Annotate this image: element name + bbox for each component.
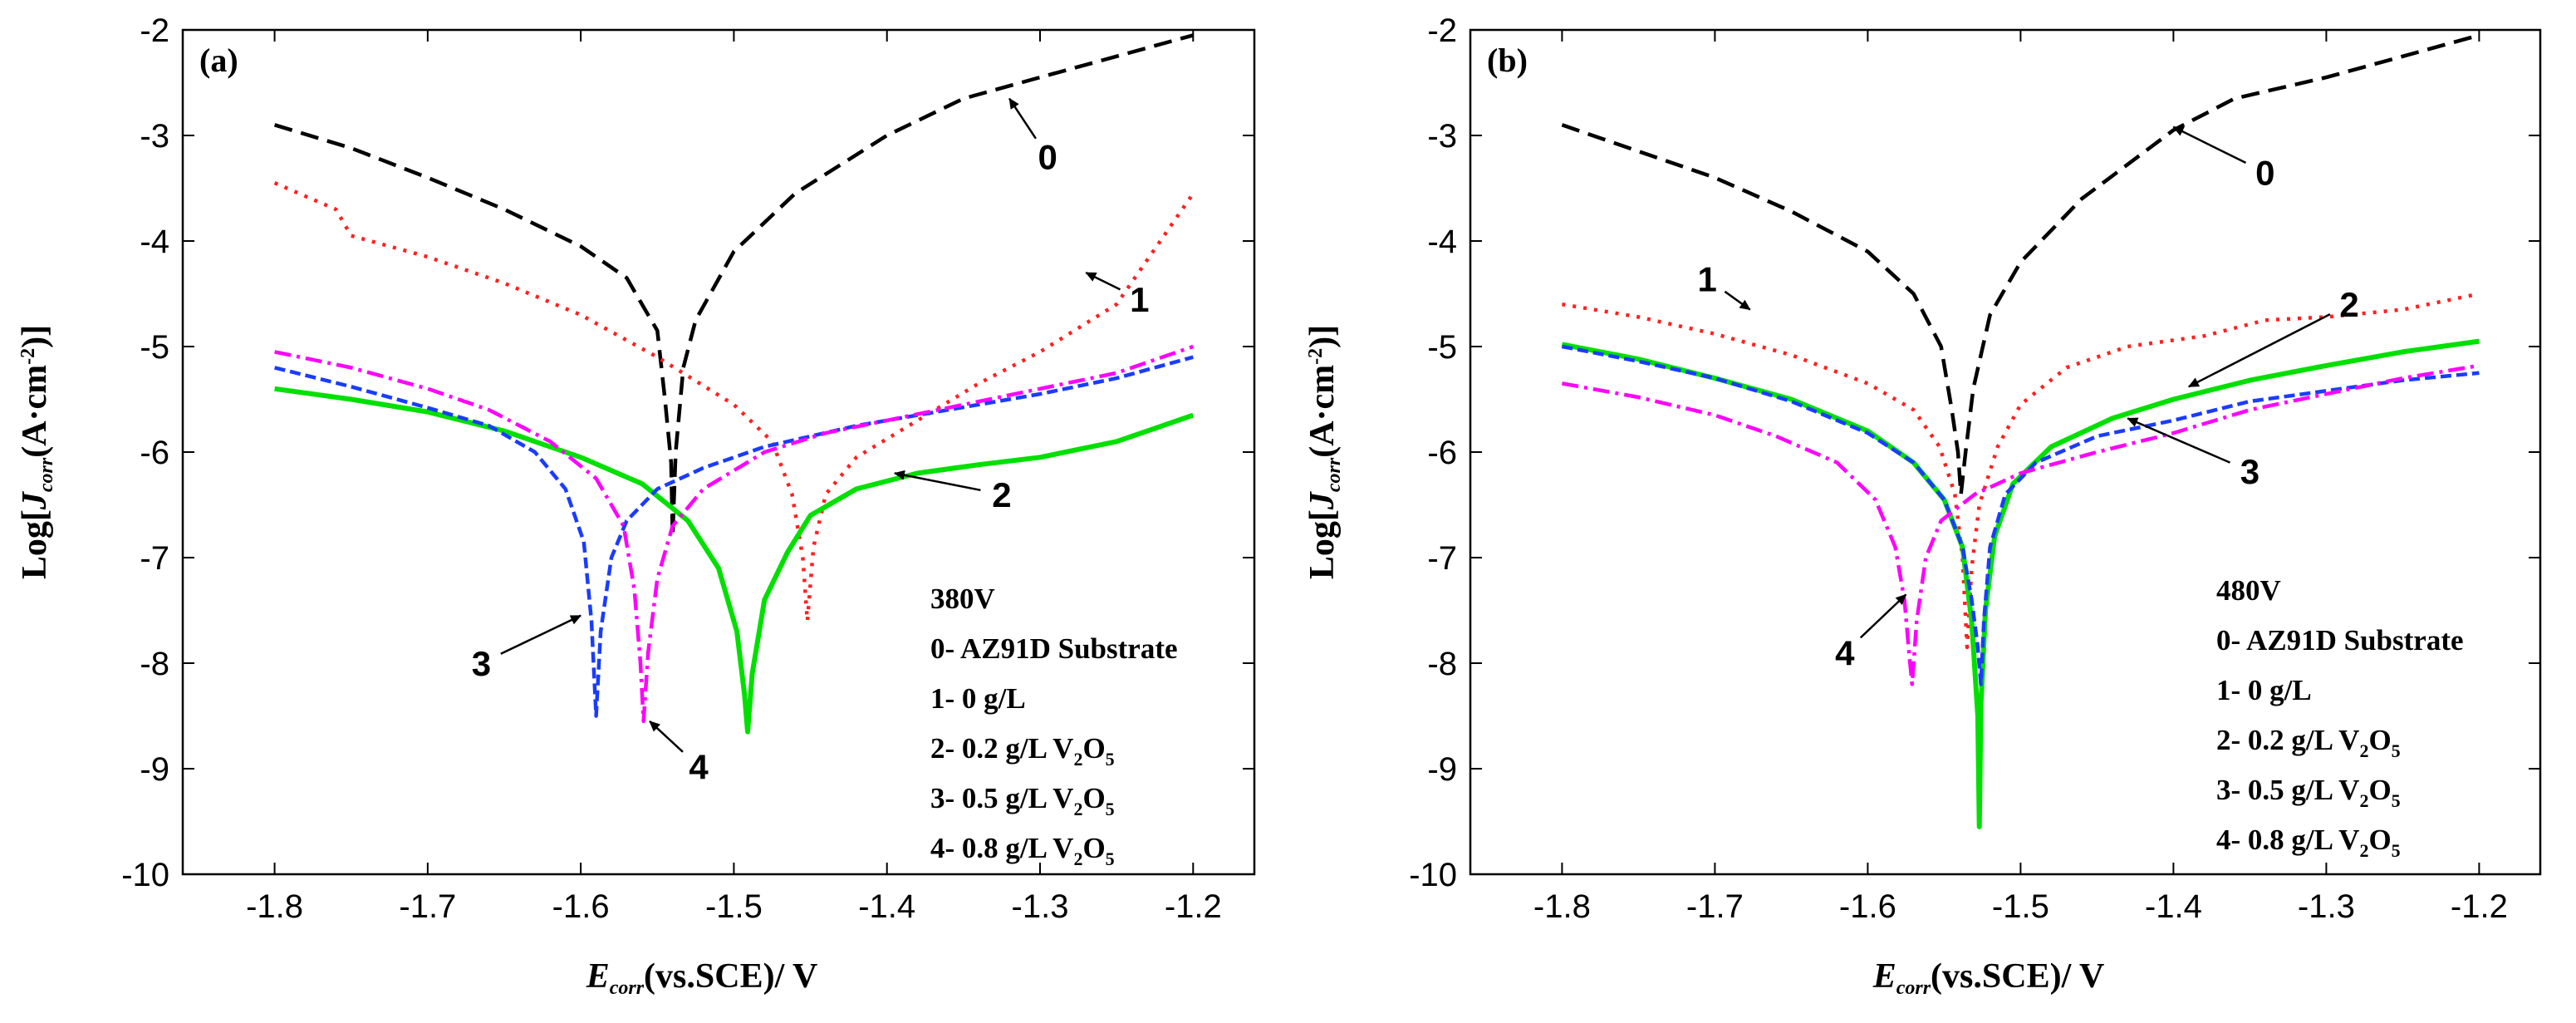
- curve-arrow-1: [1724, 290, 1751, 311]
- series-line-3: [1561, 344, 2480, 686]
- curve-label-4: 4: [1835, 633, 1855, 672]
- curve-arrow-3: [500, 614, 582, 655]
- legend-line: 480V: [2216, 574, 2281, 607]
- legend-line: 1- 0 g/L: [930, 682, 1026, 715]
- x-tick-label: -1.2: [1165, 888, 1222, 925]
- x-tick-label: -1.6: [1839, 888, 1896, 925]
- series-line-4: [274, 344, 1195, 724]
- panel-label: (b): [1487, 42, 1528, 79]
- series-line-0: [1561, 33, 2480, 497]
- curve-label-2: 2: [2339, 285, 2358, 324]
- legend-line: 1- 0 g/L: [2216, 674, 2312, 706]
- y-tick-label: -2: [1427, 12, 1457, 49]
- legend-line: 2- 0.2 g/L V2O5: [930, 732, 1115, 770]
- y-axis-label: Log[Jcorr(A·cm-2)]: [1303, 325, 1345, 579]
- legend-line: 4- 0.8 g/L V2O5: [2216, 824, 2401, 861]
- legend-line: 3- 0.5 g/L V2O5: [930, 782, 1115, 819]
- curve-arrow-4: [649, 720, 684, 753]
- curve-label-1: 1: [1130, 280, 1149, 319]
- y-tick-label: -3: [140, 118, 169, 155]
- legend-line: 2- 0.2 g/L V2O5: [2216, 724, 2401, 761]
- y-tick-label: -10: [121, 857, 169, 893]
- y-tick-label: -2: [140, 12, 169, 49]
- y-tick-label: -8: [1427, 646, 1457, 682]
- x-tick-label: -1.3: [2298, 888, 2355, 925]
- x-tick-label: -1.2: [2451, 888, 2508, 925]
- curve-arrow-1: [1085, 271, 1121, 291]
- x-tick-label: -1.4: [2145, 888, 2202, 925]
- x-tick-label: -1.7: [399, 888, 456, 925]
- y-tick-label: -6: [140, 435, 169, 471]
- curve-label-2: 2: [992, 475, 1011, 514]
- curve-arrow-2: [893, 470, 981, 492]
- x-tick-label: -1.3: [1012, 888, 1069, 925]
- x-axis-label: Ecorr(vs.SCE)/ V: [1872, 957, 2105, 999]
- y-tick-label: -5: [140, 329, 169, 366]
- y-tick-label: -7: [1427, 540, 1457, 577]
- series-line-1: [1562, 292, 2480, 650]
- legend-line: 3- 0.5 g/L V2O5: [2216, 774, 2401, 811]
- x-tick-label: -1.6: [552, 888, 610, 925]
- y-tick-label: -8: [140, 646, 169, 682]
- curve-arrow-2: [2187, 312, 2331, 388]
- x-tick-label: -1.5: [1992, 888, 2049, 925]
- y-tick-label: -9: [140, 751, 169, 788]
- legend-line: 4- 0.8 g/L V2O5: [930, 832, 1115, 869]
- curve-arrow-0: [1008, 97, 1037, 140]
- y-tick-label: -3: [1427, 118, 1457, 155]
- curve-label-0: 0: [2255, 153, 2274, 192]
- legend-line: 0- AZ91D Substrate: [2216, 624, 2464, 657]
- chart-panel-a: -1.8 -1.7 -1.6 -1.5 -1.4 -1.3 -1.2 -10 -9 -8 -7 -6 -…: [16, 12, 1256, 999]
- y-tick-label: -4: [140, 224, 169, 260]
- chart-panel-b: -1.8 -1.7 -1.6 -1.5 -1.4 -1.3 -1.2 -10 -9 -8 -7 -6 -…: [1303, 12, 2542, 999]
- y-tick-label: -5: [1427, 329, 1457, 366]
- curve-label-1: 1: [1698, 260, 1717, 299]
- y-tick-label: -10: [1409, 857, 1457, 893]
- series-line-0: [273, 33, 1194, 539]
- curve-arrow-4: [1859, 593, 1907, 639]
- curve-label-4: 4: [689, 748, 709, 787]
- y-tick-label: -4: [1427, 224, 1457, 260]
- legend-line: 0- AZ91D Substrate: [930, 632, 1178, 665]
- x-axis-label: Ecorr(vs.SCE)/ V: [586, 957, 818, 999]
- curve-arrow-3: [2127, 417, 2230, 464]
- y-tick-label: -9: [1427, 751, 1457, 788]
- series-line-3: [274, 355, 1194, 718]
- legend-line: 380V: [930, 583, 995, 615]
- curve-arrow-0: [2172, 125, 2247, 165]
- curve-label-3: 3: [472, 644, 491, 683]
- panel-label: (a): [199, 42, 238, 79]
- x-tick-label: -1.8: [246, 888, 303, 925]
- x-tick-label: -1.8: [1533, 888, 1591, 925]
- series-line-1: [273, 181, 1195, 623]
- y-tick-label: -7: [140, 540, 169, 577]
- series-line-2: [274, 386, 1195, 735]
- curve-label-3: 3: [2240, 452, 2260, 491]
- x-tick-label: -1.4: [858, 888, 915, 925]
- series-line-2: [1561, 338, 2480, 829]
- curve-label-0: 0: [1038, 137, 1057, 176]
- series-line-4: [1562, 363, 2480, 686]
- y-tick-label: -6: [1427, 435, 1457, 471]
- x-tick-label: -1.7: [1686, 888, 1744, 925]
- x-tick-label: -1.5: [705, 888, 763, 925]
- y-axis-label: Log[Jcorr(A·cm-2)]: [16, 325, 57, 579]
